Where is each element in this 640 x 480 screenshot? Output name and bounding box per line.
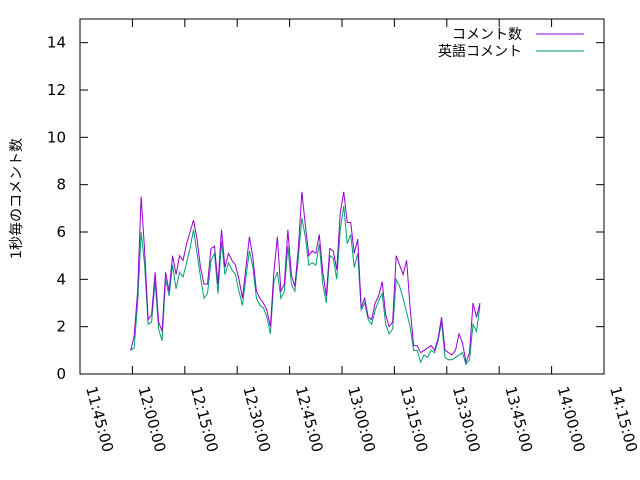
x-tick-label: 13:00:00: [344, 384, 379, 454]
y-axis-title-group: 1秒毎のコメント数: [9, 138, 25, 259]
x-tick-label: 13:15:00: [397, 384, 432, 454]
x-tick-label: 13:45:00: [501, 384, 536, 454]
legend-label-2: 英語コメント: [438, 43, 522, 60]
legend-label-1: コメント数: [452, 27, 522, 43]
y-tick-label: 12: [47, 81, 66, 99]
x-tick-label: 12:15:00: [187, 384, 222, 454]
y-axis-title: 1秒毎のコメント数: [9, 138, 25, 259]
plot-frame: [79, 18, 605, 375]
series-line-1: [130, 191, 481, 365]
x-tick-label: 13:30:00: [449, 384, 484, 454]
x-tick-label: 12:00:00: [135, 384, 170, 454]
y-tick-label: 8: [56, 176, 66, 194]
y-tick-label: 14: [47, 34, 66, 52]
x-tick-label: 14:15:00: [606, 384, 640, 454]
ticks-group: 0 2 4 6 8 10 12 14 11:45:00 12:00:00 12:15:00 12:30…: [47, 19, 640, 454]
x-tick-label: 12:30:00: [239, 384, 274, 454]
y-tick-label: 0: [56, 365, 66, 383]
series-line-2: [130, 205, 481, 366]
y-tick-label: 4: [56, 270, 66, 288]
x-tick-label: 12:45:00: [292, 384, 327, 454]
y-tick-label: 2: [56, 318, 66, 336]
y-tick-label: 10: [47, 128, 66, 146]
y-tick-label: 6: [56, 223, 66, 241]
series-group: [130, 191, 481, 366]
x-tick-label: 11:45:00: [82, 384, 117, 454]
x-tick-label: 14:00:00: [554, 384, 589, 454]
